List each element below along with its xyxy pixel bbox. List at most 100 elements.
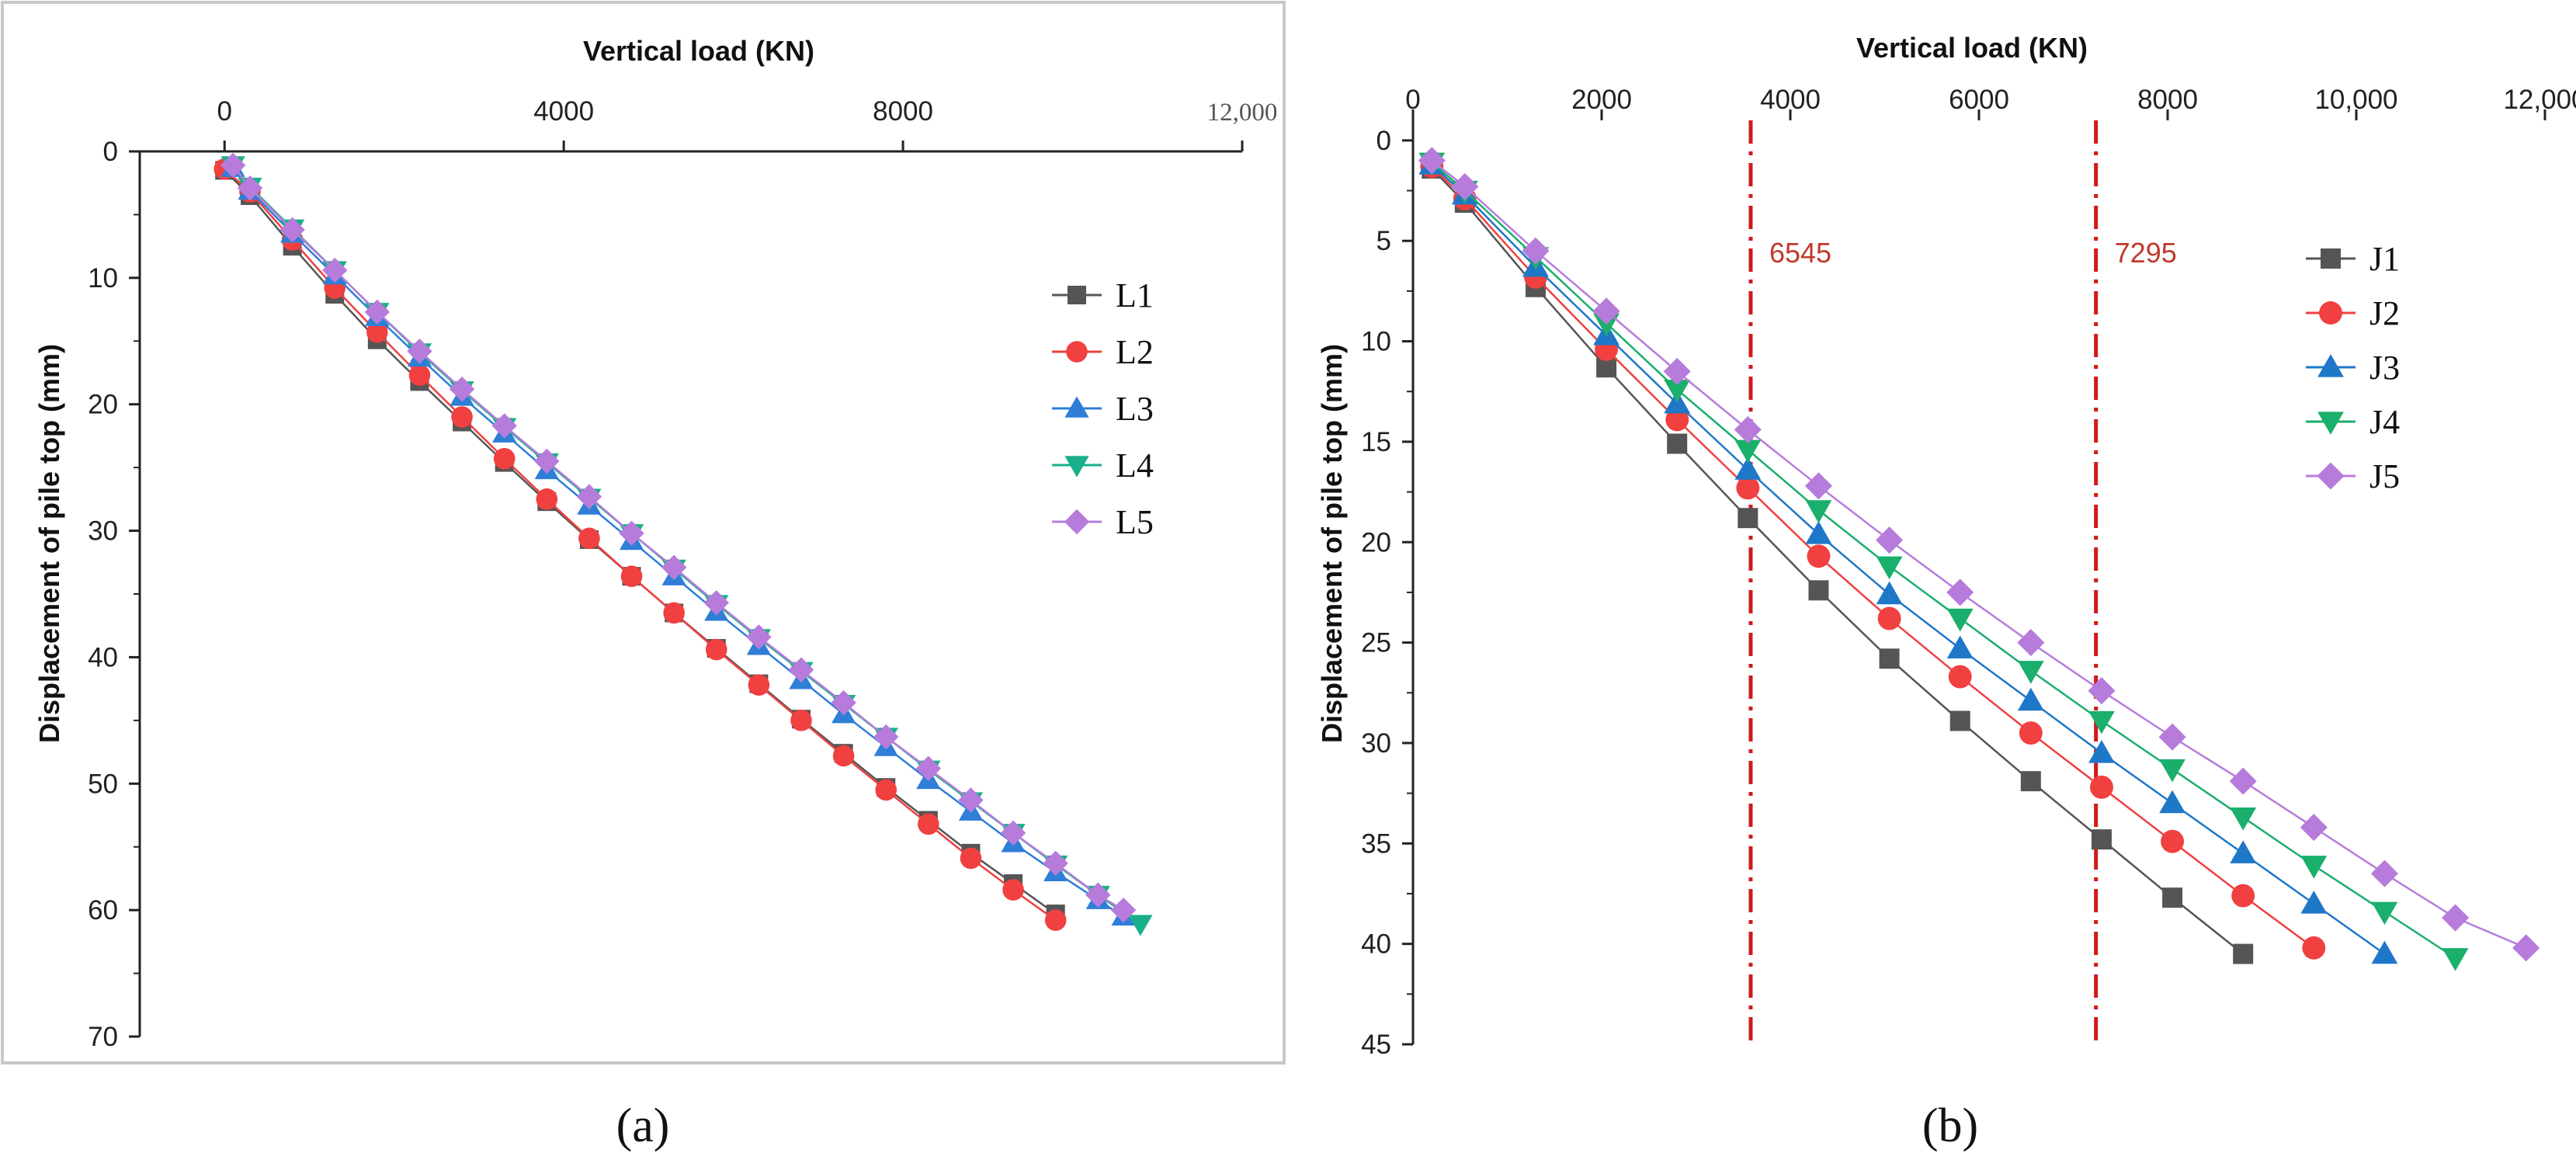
data-point [2017,629,2045,657]
data-point [1043,850,1068,877]
data-point [407,339,432,364]
data-point [2230,807,2257,831]
y-tick-label: 40 [1361,929,1391,960]
data-point [1948,665,1972,689]
data-point [1879,648,1900,669]
data-point [2158,723,2186,751]
data-point [2230,840,2257,863]
reference-line-label: 6545 [1769,237,1831,269]
y-tick-label: 0 [1377,126,1391,156]
x-tick-label: 8000 [873,96,933,127]
panel-b-y-axis-title: Displacement of pile top (mm) [1316,344,1348,743]
data-point [918,813,939,835]
legend-item: L3 [1052,390,1154,428]
panel-b-reference-lines: 6545 7295 [1748,120,2177,1044]
data-point [1736,476,1760,500]
data-point [705,638,727,661]
legend-label: J2 [2369,294,2400,332]
y-tick-label: 40 [88,642,118,672]
data-point [619,520,644,547]
data-point [279,217,305,243]
data-point [2088,739,2115,763]
data-point [2091,829,2112,850]
data-point [220,152,246,179]
data-point [1738,508,1758,529]
y-tick-label: 15 [1361,427,1391,457]
data-point [873,724,899,750]
data-point [1418,147,1446,175]
data-point [1128,915,1153,936]
x-tick-label: 0 [1405,85,1420,115]
data-point [1946,608,1974,632]
data-point [663,602,685,624]
data-point [576,484,602,509]
data-point [1946,635,1974,659]
series-L5 [220,152,1137,923]
y-tick-label: 70 [88,1022,118,1052]
data-point [831,689,856,716]
x-tick-label: 6000 [1949,85,2009,115]
legend-item: J3 [2306,349,2400,387]
legend-item: L4 [1052,446,1154,484]
panel-b-axes: 0 2000 4000 6000 8000 10,000 12,000 0 5 10 15 20 25 3… [1361,85,2576,1060]
data-point [1877,606,1901,630]
data-point [2231,884,2255,908]
data-point [2512,934,2540,962]
data-point [2300,814,2328,842]
data-point [620,565,643,587]
y-tick-label: 0 [103,137,118,167]
x-tick-label: 10,000 [2314,85,2397,115]
data-point [2300,856,2328,879]
data-point [322,257,348,283]
data-point [788,657,814,682]
data-point [1667,433,1688,454]
legend-item: J5 [2306,457,2400,495]
y-tick-label: 30 [88,516,118,547]
panel-b-label: (b) [1922,1099,1978,1152]
data-point [2442,904,2470,932]
series-line [1431,163,2386,955]
legend-marker [2317,462,2345,490]
data-point [1807,544,1831,568]
data-point [2088,710,2115,735]
x-tick-label: 8000 [2137,85,2198,115]
data-point [408,364,431,387]
legend-item: J4 [2306,403,2400,441]
panel-b-legend: J1 J2 J3 J4 J5 [2306,240,2400,495]
data-point [534,448,560,474]
data-point [790,710,812,731]
data-point [703,590,729,616]
y-tick-label: 20 [88,390,118,420]
legend-label: L5 [1116,503,1154,541]
data-point [2019,721,2043,745]
legend-label: J3 [2369,349,2400,387]
data-point [1734,439,1762,464]
legend-label: L4 [1116,446,1154,484]
series-J3 [1418,151,2398,964]
data-point [915,755,942,781]
data-point [491,413,517,439]
data-point [2300,891,2328,914]
data-point [958,787,984,813]
y-tick-label: 45 [1361,1030,1391,1060]
series-line [1431,161,2456,959]
x-tick-label: 0 [217,96,231,127]
data-point [2090,775,2113,799]
panel-b-series [1418,147,2540,971]
legend-marker [1064,456,1089,478]
legend-marker [1064,396,1089,418]
y-tick-label: 25 [1361,628,1391,658]
data-point [1000,820,1026,846]
panel-a-x-axis-title: Vertical load (KN) [583,35,814,67]
data-point [366,321,388,343]
series-line [1431,159,2527,949]
legend-label: J1 [2369,240,2400,278]
x-tick-label: 2000 [1571,85,1632,115]
panel-a-y-axis-title: Displacement of pile top (mm) [33,344,65,743]
data-point [2017,687,2044,711]
data-point [493,447,516,470]
legend-label: L1 [1116,276,1154,314]
y-tick-label: 35 [1361,828,1391,859]
legend-item: J2 [2306,294,2400,332]
data-point [960,847,982,870]
